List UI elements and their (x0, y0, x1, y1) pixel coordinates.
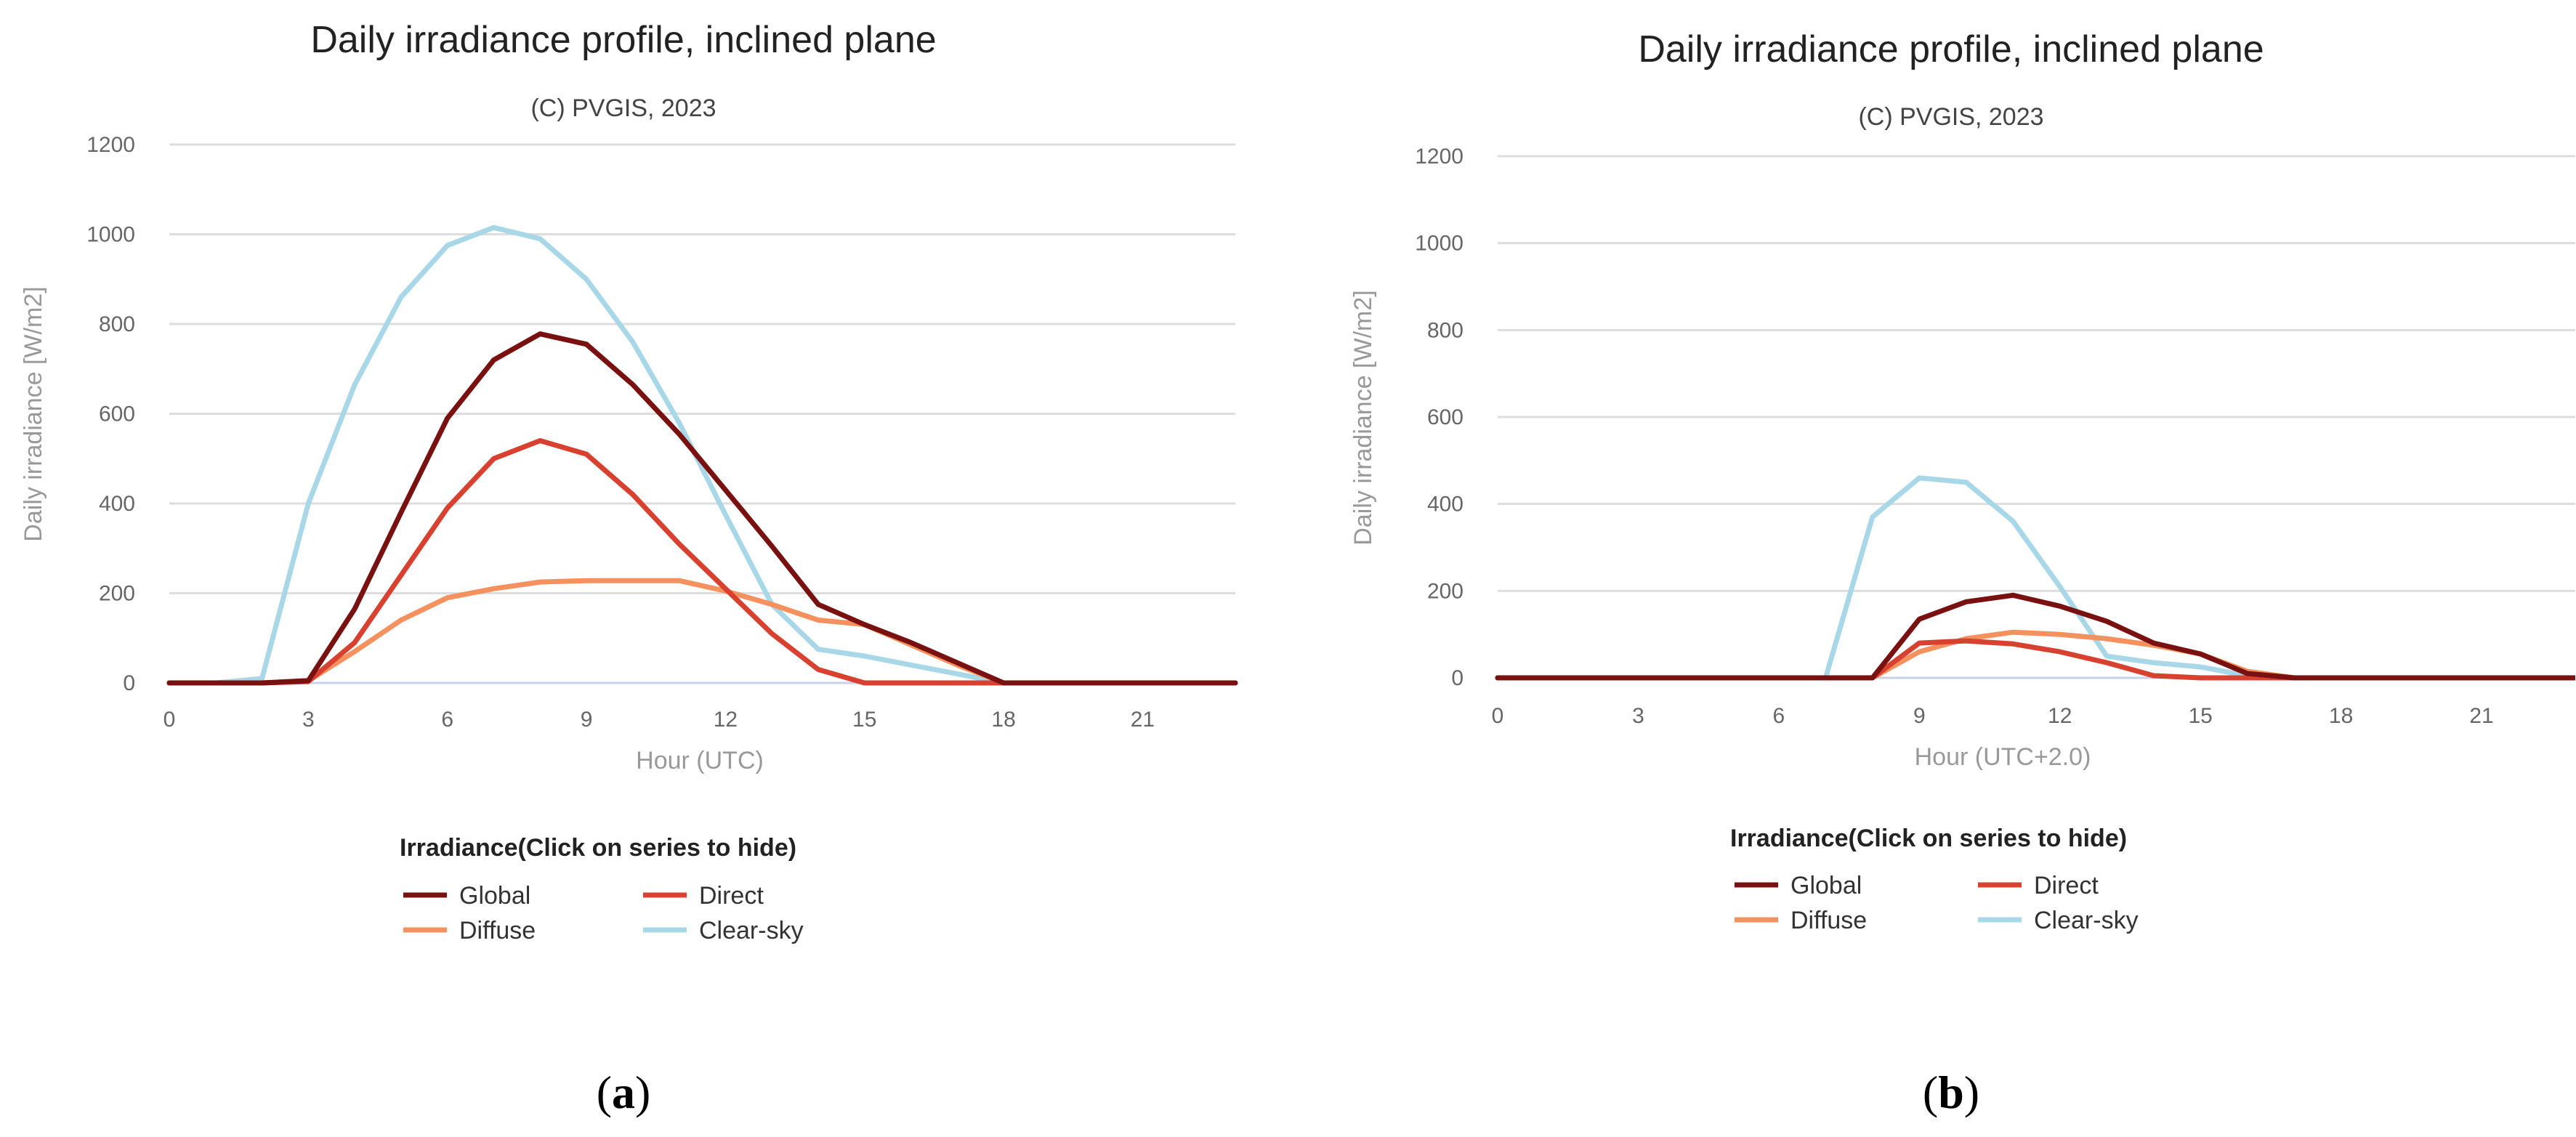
legend: Global Direct Diffuse Clear-sky (1735, 872, 2139, 934)
x-tick-label: 18 (991, 708, 1015, 732)
y-tick-label: 800 (99, 312, 135, 336)
series-line-diffuse (166, 578, 1238, 686)
chart-panel-b: Daily irradiance profile, inclined plane… (1349, 28, 2575, 1118)
x-axis-ticks: 0 3 6 9 12 15 18 21 (1492, 704, 2494, 728)
x-tick-label: 9 (581, 708, 593, 732)
chart-subtitle: (C) PVGIS, 2023 (1858, 103, 2043, 131)
y-tick-label: 800 (1427, 318, 1463, 342)
x-tick-label: 21 (2469, 704, 2493, 728)
panel-label-b: (b) (1923, 1067, 1979, 1118)
y-axis-ticks: 0 200 400 600 800 1000 1200 (86, 133, 135, 695)
y-tick-label: 1200 (86, 133, 135, 157)
series-line-global (166, 331, 1238, 686)
y-tick-label: 200 (99, 582, 135, 606)
x-tick-label: 9 (1913, 704, 1926, 728)
panel-label-a: (a) (597, 1067, 651, 1118)
y-tick-label: 1200 (1415, 145, 1463, 169)
legend-title: Irradiance(Click on series to hide) (400, 834, 796, 862)
x-tick-label: 6 (441, 708, 453, 732)
chart-panel-a: Daily irradiance profile, inclined plane… (20, 19, 1238, 1118)
x-tick-label: 6 (1773, 704, 1785, 728)
x-tick-label: 15 (2188, 704, 2212, 728)
y-tick-label: 600 (1427, 405, 1463, 429)
legend-label-clear-sky: Clear-sky (699, 917, 804, 944)
legend-label-clear-sky: Clear-sky (2034, 907, 2139, 934)
x-tick-label: 3 (302, 708, 315, 732)
y-axis-label: Daily irradiance [W/m2] (1349, 290, 1377, 545)
y-tick-label: 400 (99, 492, 135, 516)
chart-subtitle: (C) PVGIS, 2023 (530, 94, 716, 122)
legend-label-diffuse: Diffuse (1790, 907, 1867, 934)
series-line-global (1495, 592, 2575, 681)
legend-title: Irradiance(Click on series to hide) (1730, 825, 2127, 852)
y-axis-label: Daily irradiance [W/m2] (20, 286, 47, 541)
x-tick-label: 21 (1131, 708, 1155, 732)
legend: Global Direct Diffuse Clear-sky (403, 882, 804, 944)
legend-label-global: Global (1790, 872, 1862, 899)
chart-title: Daily irradiance profile, inclined plane (310, 19, 936, 61)
legend-label-global: Global (459, 882, 530, 910)
y-axis-ticks: 0 200 400 600 800 1000 1200 (1415, 145, 1463, 690)
x-axis-label: Hour (UTC+2.0) (1915, 743, 2091, 771)
y-tick-label: 1000 (86, 223, 135, 247)
series-line-direct (1495, 638, 2575, 681)
chart-title: Daily irradiance profile, inclined plane (1638, 28, 2264, 70)
x-tick-label: 0 (1492, 704, 1504, 728)
x-tick-label: 12 (2048, 704, 2072, 728)
x-tick-label: 18 (2329, 704, 2353, 728)
x-tick-label: 3 (1632, 704, 1644, 728)
y-tick-label: 200 (1427, 579, 1463, 603)
y-tick-label: 600 (99, 402, 135, 426)
x-tick-label: 12 (714, 708, 738, 732)
series-lines (166, 224, 1238, 686)
y-tick-label: 0 (123, 671, 135, 695)
legend-label-direct: Direct (699, 882, 764, 910)
series-line-clear-sky (166, 224, 1238, 686)
y-tick-label: 1000 (1415, 232, 1463, 256)
x-axis-label: Hour (UTC) (636, 747, 764, 774)
legend-label-diffuse: Diffuse (459, 917, 536, 944)
x-tick-label: 15 (852, 708, 876, 732)
x-axis-ticks: 0 3 6 9 12 15 18 21 (163, 708, 1155, 732)
y-tick-label: 0 (1451, 666, 1463, 690)
gridlines (169, 143, 1235, 684)
x-tick-label: 0 (163, 708, 176, 732)
series-lines (1495, 475, 2575, 681)
legend-label-direct: Direct (2034, 872, 2099, 899)
series-line-diffuse (1495, 629, 2575, 681)
y-tick-label: 400 (1427, 493, 1463, 517)
